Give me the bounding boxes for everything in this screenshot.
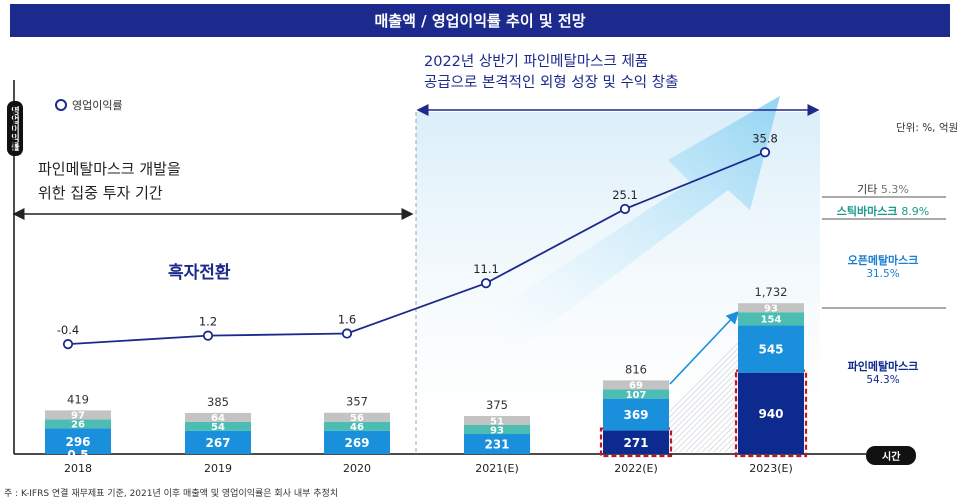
bar-2019-스틱바마스크 xyxy=(185,421,251,431)
bar-2021(E)-스틱바마스크 xyxy=(464,425,530,435)
bar-total-2021(E): 375 xyxy=(486,398,508,412)
bar-label-2020-기타: 56 xyxy=(350,413,364,424)
bar-label-2021(E)-기타: 51 xyxy=(490,416,504,427)
growth-arrow xyxy=(480,96,780,350)
x-tick-2021(E): 2021(E) xyxy=(475,462,519,475)
line-point-2020 xyxy=(341,328,353,339)
investment-line-2: 위한 집중 투자 기간 xyxy=(38,184,163,202)
x-tick-2023(E): 2023(E) xyxy=(749,462,793,475)
investment-annotation: 파인메탈마스크 개발을 위한 집중 투자 기간 xyxy=(38,157,181,205)
callout-other-name: 기타 xyxy=(857,183,878,196)
bar-2023(E)-파인메탈마스크 xyxy=(738,372,804,454)
callout-other: 기타 5.3% xyxy=(818,181,948,197)
x-tick-2020: 2020 xyxy=(343,462,371,475)
x-axis-badge: 시간 xyxy=(866,446,917,465)
bar-2020-스틱바마스크 xyxy=(324,421,390,431)
bar-label-2020-오픈메탈마스크: 269 xyxy=(344,436,369,450)
growth-small-arrow xyxy=(669,310,740,385)
bar-2021(E)-오픈메탈마스크 xyxy=(464,434,530,454)
bar-label-2018-bottom-band: 0.5 xyxy=(67,448,88,462)
bar-label-2022(E)-파인메탈마스크: 271 xyxy=(623,436,648,450)
callout-open-name: 오픈메탈마스크 xyxy=(847,254,919,267)
callout-stick: 스틱바마스크 8.9% xyxy=(818,203,948,219)
unit-label: 단위: %, 억원 xyxy=(896,122,959,134)
callout-other-pct: 5.3% xyxy=(880,183,909,196)
bar-2019-기타 xyxy=(185,412,251,422)
chart-title: 매출액 / 영업이익률 추이 및 전망 xyxy=(10,4,950,37)
bar-total-2018: 419 xyxy=(67,392,89,406)
bar-total-2020: 357 xyxy=(346,395,368,409)
callout-stick-name: 스틱바마스크 xyxy=(836,205,898,218)
bar-label-2021(E)-오픈메탈마스크: 231 xyxy=(484,438,509,452)
callout-fine-pct: 54.3% xyxy=(866,374,900,386)
turnaround-label: 흑자전환 xyxy=(168,263,231,283)
legend: 영업이익률 xyxy=(55,97,123,113)
bar-label-2022(E)-오픈메탈마스크: 369 xyxy=(623,408,648,422)
bar-label-2021(E)-스틱바마스크: 93 xyxy=(490,425,504,436)
period-line-1: 2022년 상반기 파인메탈마스크 제품 xyxy=(424,54,649,70)
bar-2022(E)-기타 xyxy=(603,380,669,390)
callout-open-pct: 31.5% xyxy=(866,268,900,280)
callout-stick-pct: 8.9% xyxy=(901,205,930,218)
line-label-2023(E): 35.8 xyxy=(752,131,778,145)
investment-line-1: 파인메탈마스크 개발을 xyxy=(38,160,181,178)
bar-label-2023(E)-기타: 93 xyxy=(764,304,778,315)
bar-label-2019-오픈메탈마스크: 267 xyxy=(205,436,230,450)
bar-label-2019-기타: 64 xyxy=(211,413,225,424)
bar-2018-스틱바마스크 xyxy=(45,419,111,429)
line-point-2021(E) xyxy=(480,278,492,289)
line-label-2018: -0.4 xyxy=(57,323,79,337)
bar-2022(E)-스틱바마스크 xyxy=(603,389,669,399)
growth-hatch xyxy=(668,320,760,452)
bar-label-2019-스틱바마스크: 54 xyxy=(211,422,225,433)
line-point-2019 xyxy=(202,330,214,341)
bar-2023(E)-스틱바마스크 xyxy=(738,312,804,326)
bar-label-2018-스틱바마스크: 26 xyxy=(71,420,85,431)
bar-2020-오픈메탈마스크 xyxy=(324,430,390,454)
bar-2022(E)-파인메탈마스크 xyxy=(603,430,669,454)
footnote: 주 : K-IFRS 연결 재무제표 기준, 2021년 이후 매출액 및 영업… xyxy=(4,489,339,499)
line-point-2022(E) xyxy=(619,203,631,215)
line-label-2020: 1.6 xyxy=(338,313,356,327)
bar-total-2022(E): 816 xyxy=(625,362,647,376)
bar-2020-기타 xyxy=(324,412,390,422)
legend-label: 영업이익률 xyxy=(72,99,123,112)
period-line-2: 공급으로 본격적인 외형 성장 및 수익 창출 xyxy=(424,75,679,91)
line-point-2023(E) xyxy=(759,147,771,158)
bar-2018-기타 xyxy=(45,410,111,420)
bar-total-2019: 385 xyxy=(207,395,229,409)
bar-2022(E)-오픈메탈마스크 xyxy=(603,398,669,431)
line-label-2021(E): 11.1 xyxy=(473,262,499,276)
bar-2023(E)-기타 xyxy=(738,303,804,313)
bar-label-2023(E)-오픈메탈마스크: 545 xyxy=(758,343,783,357)
bar-2023(E)-오픈메탈마스크 xyxy=(738,325,804,373)
callout-open: 오픈메탈마스크 31.5% xyxy=(818,252,948,280)
x-tick-2018: 2018 xyxy=(64,462,92,475)
bar-2021(E)-기타 xyxy=(464,416,530,426)
bar-2018-오픈메탈마스크 xyxy=(45,428,111,454)
callout-fine-name: 파인메탈마스크 xyxy=(847,360,919,373)
bar-label-2022(E)-스틱바마스크: 107 xyxy=(626,390,647,401)
bar-label-2018-오픈메탈마스크: 296 xyxy=(65,435,90,449)
line-label-2022(E): 25.1 xyxy=(612,188,638,202)
line-label-2019: 1.2 xyxy=(199,315,217,329)
bar-label-2023(E)-스틱바마스크: 154 xyxy=(761,315,782,326)
x-tick-2019: 2019 xyxy=(204,462,232,475)
period-annotation: 2022년 상반기 파인메탈마스크 제품 공급으로 본격적인 외형 성장 및 수… xyxy=(424,52,678,94)
bar-label-2022(E)-기타: 69 xyxy=(629,381,643,392)
bar-total-2023(E): 1,732 xyxy=(755,285,788,299)
x-tick-2022(E): 2022(E) xyxy=(614,462,658,475)
callout-fine: 파인메탈마스크 54.3% xyxy=(818,358,948,386)
bar-label-2020-스틱바마스크: 46 xyxy=(350,422,364,433)
bar-2019-오픈메탈마스크 xyxy=(185,430,251,454)
legend-marker xyxy=(55,99,67,111)
line-series-operating-margin xyxy=(67,151,766,346)
bar-label-2018-기타: 97 xyxy=(71,411,85,422)
bar-label-2023(E)-파인메탈마스크: 940 xyxy=(758,407,783,421)
line-point-2018 xyxy=(62,339,74,350)
